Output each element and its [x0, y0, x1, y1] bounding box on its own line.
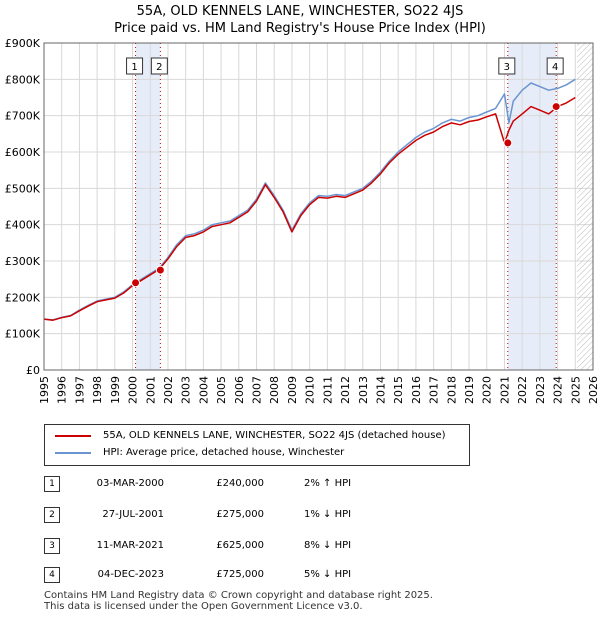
forecast-region — [577, 43, 593, 370]
x-tick-label: 2021 — [498, 376, 511, 404]
sale-label-box — [126, 57, 144, 75]
transaction-price: £625,000 — [216, 540, 264, 551]
footer-licence: This data is licensed under the Open Gov… — [44, 601, 363, 612]
y-tick-label: £0 — [26, 364, 40, 377]
y-tick-label: £700K — [5, 110, 41, 123]
chart-subtitle: Price paid vs. HM Land Registry's House … — [114, 21, 486, 36]
y-tick-label: £400K — [5, 219, 41, 232]
transaction-number: 2 — [44, 507, 60, 523]
x-tick-label: 2010 — [304, 376, 317, 404]
legend-swatch-property — [55, 434, 91, 437]
legend-swatch-hpi — [55, 451, 91, 454]
x-tick-label: 2007 — [251, 376, 264, 404]
x-tick-label: 2006 — [233, 376, 246, 404]
transaction-row: 2 27-JUL-2001 £275,000 1% ↓ HPI — [44, 505, 544, 525]
transaction-row: 4 04-DEC-2023 £725,000 5% ↓ HPI — [44, 565, 544, 585]
x-tick-label: 2000 — [127, 376, 140, 404]
transaction-date: 11-MAR-2021 — [96, 540, 164, 551]
chart-title: 55A, OLD KENNELS LANE, WINCHESTER, SO22 … — [136, 4, 464, 19]
legend: 55A, OLD KENNELS LANE, WINCHESTER, SO22 … — [44, 424, 470, 466]
x-tick-label: 2013 — [357, 376, 370, 404]
y-tick-label: £900K — [5, 37, 41, 50]
x-tick-label: 2017 — [428, 376, 441, 404]
sale-point — [503, 138, 513, 148]
x-tick-label: 2024 — [552, 376, 565, 404]
sale-label: 2 — [156, 62, 162, 73]
sale-point — [131, 278, 141, 288]
x-tick-label: 2008 — [268, 376, 281, 404]
y-tick-label: £200K — [5, 291, 41, 304]
x-tick-label: 2005 — [215, 376, 228, 404]
transaction-number: 1 — [44, 476, 60, 492]
transaction-hpi-diff: 1% ↓ HPI — [304, 509, 352, 520]
transaction-date: 03-MAR-2000 — [96, 478, 164, 489]
y-tick-label: £300K — [5, 255, 41, 268]
y-tick-label: £100K — [5, 328, 41, 341]
transaction-row: 1 03-MAR-2000 £240,000 2% ↑ HPI — [44, 474, 544, 494]
x-tick-label: 2003 — [180, 376, 193, 404]
sale-label: 4 — [552, 62, 558, 73]
x-tick-label: 1996 — [56, 376, 69, 404]
transaction-price: £275,000 — [216, 509, 264, 520]
transaction-date: 04-DEC-2023 — [97, 569, 164, 580]
x-tick-label: 2015 — [392, 376, 405, 404]
x-tick-label: 2020 — [481, 376, 494, 404]
shaded-period — [135, 43, 161, 370]
x-tick-label: 1999 — [109, 376, 122, 404]
x-tick-label: 2002 — [162, 376, 175, 404]
x-tick-label: 2018 — [445, 376, 458, 404]
x-tick-label: 1995 — [38, 376, 51, 404]
legend-label-property: 55A, OLD KENNELS LANE, WINCHESTER, SO22 … — [103, 430, 446, 441]
sale-label: 1 — [131, 62, 137, 73]
transaction-hpi-diff: 2% ↑ HPI — [304, 478, 352, 489]
sale-label: 3 — [504, 62, 510, 73]
x-tick-label: 2016 — [410, 376, 423, 404]
x-tick-label: 2001 — [144, 376, 157, 404]
transaction-number: 3 — [44, 538, 60, 554]
legend-item-property: 55A, OLD KENNELS LANE, WINCHESTER, SO22 … — [55, 430, 446, 441]
plot-area-frame — [43, 42, 594, 371]
y-tick-label: £500K — [5, 182, 41, 195]
y-tick-label: £600K — [5, 146, 41, 159]
x-tick-label: 2011 — [321, 376, 334, 404]
x-tick-label: 2019 — [463, 376, 476, 404]
transaction-date: 27-JUL-2001 — [102, 509, 164, 520]
sale-label-box — [546, 57, 564, 75]
sale-label-box — [498, 57, 516, 75]
x-tick-label: 2009 — [286, 376, 299, 404]
footer: Contains HM Land Registry data © Crown c… — [44, 590, 433, 612]
transaction-price: £240,000 — [216, 478, 264, 489]
shaded-period — [507, 43, 557, 370]
transaction-hpi-diff: 8% ↓ HPI — [304, 540, 352, 551]
x-tick-label: 2022 — [516, 376, 529, 404]
transaction-number: 4 — [44, 567, 60, 583]
transaction-row: 3 11-MAR-2021 £625,000 8% ↓ HPI — [44, 536, 544, 556]
legend-label-hpi: HPI: Average price, detached house, Winc… — [103, 447, 345, 458]
x-tick-label: 2012 — [339, 376, 352, 404]
sale-label-box — [150, 57, 168, 75]
x-tick-label: 1997 — [73, 376, 86, 404]
x-tick-label: 2014 — [374, 376, 387, 404]
x-tick-label: 2023 — [534, 376, 547, 404]
y-tick-label: £800K — [5, 73, 41, 86]
x-tick-label: 2026 — [587, 376, 600, 404]
transaction-hpi-diff: 5% ↓ HPI — [304, 569, 352, 580]
transaction-price: £725,000 — [216, 569, 264, 580]
price-chart: 1 2 3 4 £0 £100K £200K £300K £400K £500K £600K £70… — [5, 37, 600, 404]
legend-item-hpi: HPI: Average price, detached house, Winc… — [55, 447, 344, 458]
sale-point — [155, 265, 165, 275]
sale-point — [551, 102, 561, 112]
x-tick-label: 2025 — [569, 376, 582, 404]
x-tick-label: 2004 — [197, 376, 210, 404]
footer-copyright: Contains HM Land Registry data © Crown c… — [44, 590, 433, 601]
x-tick-label: 1998 — [91, 376, 104, 404]
